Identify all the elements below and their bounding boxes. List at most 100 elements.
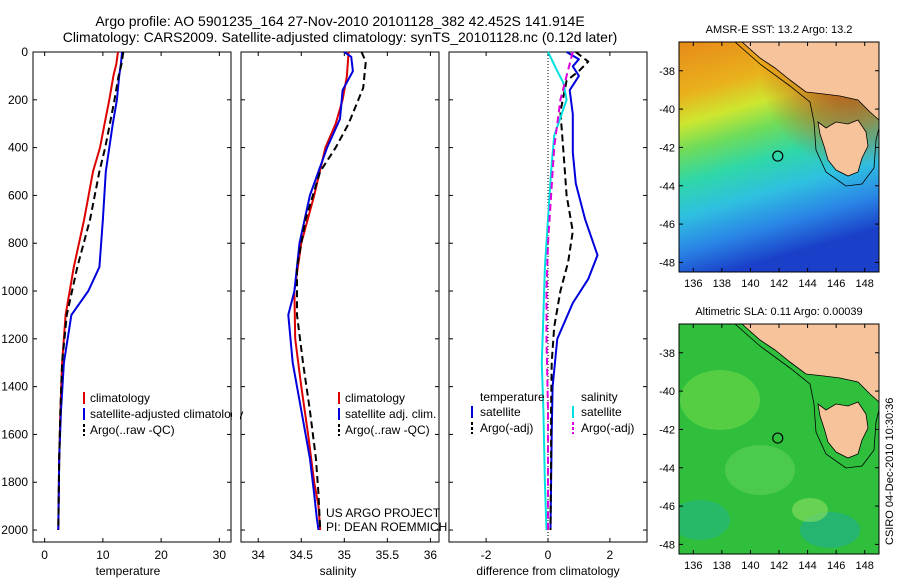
x-tick-label: 30 [213, 548, 227, 562]
legend-label-sal-argo: Argo(-adj) [581, 421, 634, 435]
x-tick-label: 2 [607, 548, 614, 562]
map-y-tick-label: -42 [659, 424, 675, 436]
map-y-tick-label: -38 [659, 66, 675, 78]
y-tick-label: 0 [21, 45, 28, 59]
legend-clip-mask [232, 404, 240, 424]
sla-map-title: Altimetric SLA: 0.11 Argo: 0.00039 [695, 306, 862, 318]
sst-mainland [741, 42, 879, 121]
difference-legend: temperature satellite Argo(-adj) salinit… [471, 390, 634, 435]
legend-label-satellite: satellite-adjusted climatology [90, 407, 243, 421]
map-y-tick-label: -44 [659, 181, 675, 193]
map-x-tick-label: 144 [798, 560, 816, 572]
y-tick-label: 2000 [1, 523, 28, 537]
series-line-argo-raw-qc [296, 51, 367, 531]
map-y-tick-label: -44 [659, 463, 675, 475]
map-x-tick-label: 136 [684, 278, 702, 290]
sst-map-field [679, 42, 879, 272]
map-y-tick-label: -40 [659, 386, 675, 398]
x-tick-label: 34 [252, 548, 266, 562]
y-tick-label: 1200 [1, 332, 28, 346]
x-tick-label: 20 [154, 548, 168, 562]
legend-label-argo: Argo(..raw -QC) [90, 423, 175, 437]
sla-mainland [741, 324, 879, 403]
temperature-plot: 0 10 20 30 0 200 400 600 800 1000 1200 1400 1600 1800… [1, 45, 231, 562]
x-tick-label: -2 [481, 548, 492, 562]
sla-anomaly [680, 370, 760, 430]
salinity-x-axis-label: salinity [320, 564, 357, 578]
legend-label-temp-satellite: satellite [480, 405, 521, 419]
x-tick-label: 36 [424, 548, 438, 562]
legend-label-climatology: climatology [345, 391, 405, 405]
x-tick-label: 10 [96, 548, 110, 562]
series-line-satellite-adj-clim [287, 51, 354, 531]
legend-heading-salinity: salinity [581, 390, 618, 404]
series-line-salinity-satellite [540, 51, 568, 531]
map-x-tick-label: 148 [856, 278, 874, 290]
y-tick-label: 1000 [1, 284, 28, 298]
x-tick-label: 34.5 [290, 548, 314, 562]
salinity-plot: 34 34.5 35 35.5 36 [241, 51, 439, 562]
y-tick-label: 200 [8, 93, 28, 107]
salinity-panel-frame [240, 51, 440, 543]
legend-heading-temperature: temperature [480, 390, 545, 404]
map-x-tick-label: 142 [770, 278, 788, 290]
map-x-tick-label: 148 [856, 560, 874, 572]
series-line-climatology [293, 51, 350, 531]
sst-tasmania [817, 119, 869, 177]
map-x-tick-label: 138 [713, 278, 731, 290]
map-y-tick-label: -48 [659, 539, 675, 551]
figure-title-line-2: Climatology: CARS2009. Satellite-adjuste… [63, 29, 618, 45]
y-tick-label: 1800 [1, 475, 28, 489]
map-x-tick-label: 140 [741, 560, 759, 572]
series-line-satellite-adjusted-climatology [57, 51, 124, 531]
temperature-x-axis-label: temperature [96, 564, 161, 578]
y-tick-label: 400 [8, 141, 28, 155]
map-y-tick-label: -40 [659, 104, 675, 116]
series-line-temperature-satellite [549, 51, 599, 531]
sla-anomaly [725, 445, 795, 495]
legend-label-argo: Argo(..raw -QC) [345, 423, 430, 437]
legend-label-temp-argo: Argo(-adj) [480, 421, 533, 435]
x-tick-label: 0 [41, 548, 48, 562]
legend-label-satellite: satellite adj. clim. [345, 407, 436, 421]
map-x-tick-label: 142 [770, 560, 788, 572]
difference-x-axis-label: difference from climatology [476, 564, 619, 578]
sla-map-field [679, 324, 879, 554]
map-y-tick-label: -46 [659, 501, 675, 513]
series-line-temperature-argo-adj [549, 51, 590, 531]
y-tick-label: 600 [8, 188, 28, 202]
project-annotation-line-1: US ARGO PROJECT [326, 506, 441, 520]
sla-tasmania [817, 401, 869, 459]
sla-shelf-contour [734, 324, 879, 469]
map-x-tick-label: 146 [827, 560, 845, 572]
map-x-tick-label: 138 [713, 560, 731, 572]
map-y-tick-label: -46 [659, 219, 675, 231]
difference-plot: -2 0 2 [449, 51, 647, 562]
sst-map-title: AMSR-E SST: 13.2 Argo: 13.2 [706, 24, 853, 36]
map-x-tick-label: 140 [741, 278, 759, 290]
map-y-tick-label: -48 [659, 257, 675, 269]
map-y-tick-label: -38 [659, 348, 675, 360]
csiro-timestamp-label: CSIRO 04-Dec-2010 10:30:36 [884, 398, 896, 545]
series-line-argo-raw-qc [57, 51, 125, 531]
legend-label-sal-satellite: satellite [581, 405, 622, 419]
map-x-tick-label: 146 [827, 278, 845, 290]
x-tick-label: 35.5 [376, 548, 400, 562]
legend-label-climatology: climatology [90, 391, 150, 405]
series-line-salinity-argo-adj [545, 51, 574, 530]
y-tick-label: 1600 [1, 427, 28, 441]
sst-shelf-contour [734, 42, 879, 187]
project-annotation-line-2: PI: DEAN ROEMMICH [326, 520, 447, 534]
sla-anomaly [792, 498, 828, 522]
map-x-tick-label: 136 [684, 560, 702, 572]
salinity-legend: climatology satellite adj. clim. Argo(..… [338, 391, 436, 437]
x-tick-label: 35 [338, 548, 352, 562]
y-tick-label: 1400 [1, 380, 28, 394]
x-tick-label: 0 [545, 548, 552, 562]
y-tick-label: 800 [8, 236, 28, 250]
sla-anomaly [679, 500, 730, 540]
temperature-panel-frame [32, 51, 232, 543]
map-x-tick-label: 144 [798, 278, 816, 290]
map-y-tick-label: -42 [659, 142, 675, 154]
